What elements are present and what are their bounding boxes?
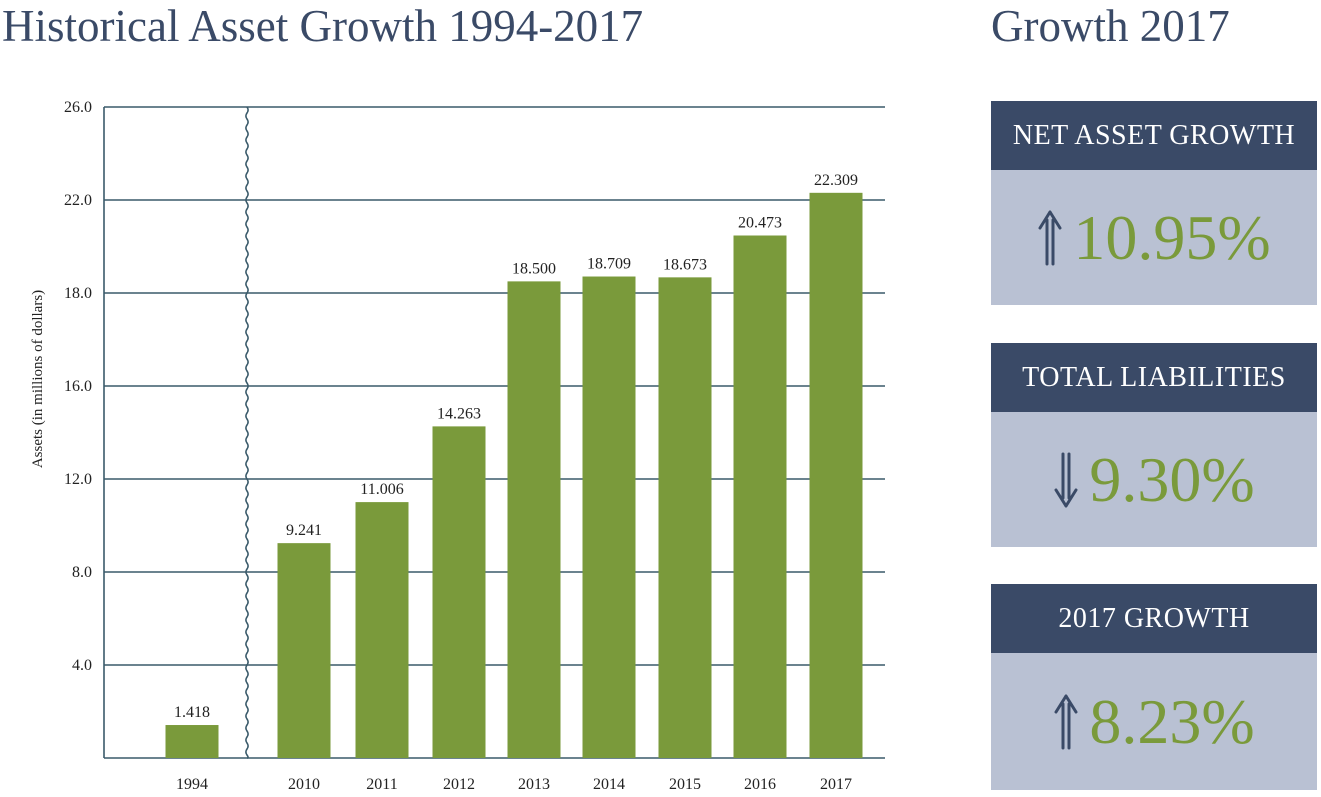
y-tick-label: 18.0 bbox=[64, 285, 92, 302]
card-value: 9.30% bbox=[1089, 443, 1255, 515]
x-tick-label: 2015 bbox=[669, 776, 701, 793]
bar-chart: 1.418 9.241 11.006 14.263 18.500 18.709 18.673… bbox=[30, 99, 885, 793]
data-label: 11.006 bbox=[360, 481, 403, 498]
bar bbox=[277, 543, 331, 758]
y-axis-label: Assets (in millions of dollars) bbox=[30, 290, 46, 468]
data-label: 20.473 bbox=[738, 215, 782, 232]
x-tick-label: 2014 bbox=[593, 776, 625, 793]
bar bbox=[355, 502, 409, 758]
data-label: 1.418 bbox=[174, 704, 210, 721]
card-body: 10.95% bbox=[991, 170, 1317, 305]
card-value: 10.95% bbox=[1073, 201, 1271, 273]
net-asset-growth-card: NET ASSET GROWTH 10.95% bbox=[991, 101, 1317, 305]
card-header: 2017 GROWTH bbox=[991, 584, 1317, 653]
x-tick-label: 2016 bbox=[744, 776, 776, 793]
x-tick-label: 1994 bbox=[176, 776, 208, 793]
card-header: NET ASSET GROWTH bbox=[991, 101, 1317, 170]
data-label: 22.309 bbox=[814, 172, 858, 189]
data-label: 18.673 bbox=[663, 256, 707, 273]
growth-2017-card: 2017 GROWTH 8.23% bbox=[991, 584, 1317, 790]
x-tick-label: 2013 bbox=[518, 776, 550, 793]
x-tick-label: 2017 bbox=[820, 776, 852, 793]
total-liabilities-card: TOTAL LIABILITIES 9.30% bbox=[991, 343, 1317, 547]
data-label: 18.500 bbox=[512, 260, 556, 277]
y-tick-label: 12.0 bbox=[64, 471, 92, 488]
bar bbox=[507, 281, 561, 758]
data-label: 18.709 bbox=[587, 256, 631, 273]
card-body: 8.23% bbox=[991, 653, 1317, 790]
data-label: 14.263 bbox=[437, 405, 481, 422]
axis-break-line bbox=[245, 106, 249, 759]
double-arrow-up-icon bbox=[1038, 210, 1062, 265]
x-tick-label: 2010 bbox=[288, 776, 320, 793]
y-tick-label: 22.0 bbox=[64, 192, 92, 209]
card-header: TOTAL LIABILITIES bbox=[991, 343, 1317, 412]
x-tick-label: 2012 bbox=[443, 776, 475, 793]
card-body: 9.30% bbox=[991, 412, 1317, 547]
y-tick-label: 26.0 bbox=[64, 99, 92, 116]
bar bbox=[733, 235, 787, 758]
page-title: Historical Asset Growth 1994-2017 bbox=[2, 1, 644, 51]
y-tick-label: 16.0 bbox=[64, 378, 92, 395]
y-tick-label: 8.0 bbox=[72, 564, 92, 581]
bar bbox=[809, 192, 863, 759]
bar bbox=[432, 426, 486, 758]
double-arrow-down-icon bbox=[1054, 452, 1078, 507]
bar bbox=[582, 276, 636, 758]
side-panel-title: Growth 2017 bbox=[991, 1, 1230, 51]
bar bbox=[658, 277, 712, 758]
double-arrow-up-icon bbox=[1054, 694, 1078, 749]
bar bbox=[165, 725, 219, 758]
y-tick-label: 4.0 bbox=[72, 657, 92, 674]
data-label: 9.241 bbox=[286, 522, 322, 539]
x-tick-label: 2011 bbox=[366, 776, 397, 793]
card-value: 8.23% bbox=[1089, 685, 1255, 757]
